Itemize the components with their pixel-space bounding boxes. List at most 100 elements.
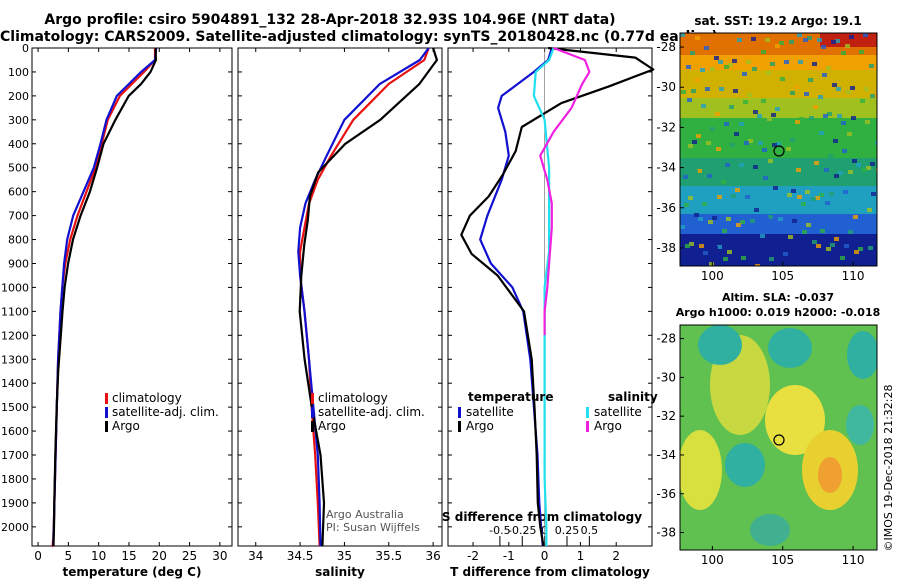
sst-speckle (848, 230, 853, 234)
sst-speckle (707, 174, 712, 178)
sst-speckle (853, 215, 858, 219)
sla-blob-4 (818, 457, 842, 493)
sst-speckle (787, 193, 792, 197)
sst-speckle (785, 114, 790, 118)
sst-speckle (755, 264, 760, 266)
sst-speckle (714, 56, 719, 60)
sst-speckle (821, 45, 826, 49)
sst-speckle (824, 168, 829, 172)
sla-axes-lat-label: -30 (656, 370, 676, 384)
legend-temperature-title: temperature (468, 390, 553, 404)
sst-speckle (812, 240, 817, 244)
depth-tick-label: 1000 (1, 281, 29, 294)
difference-series-t-argo (460, 46, 655, 547)
sst-speckle (736, 223, 741, 227)
sst-speckle (775, 44, 780, 48)
depth-tick-label: 1800 (1, 473, 29, 486)
difference-series-s-argo (539, 46, 591, 336)
sst-band-green (680, 118, 877, 158)
sla-float-marker (773, 434, 785, 446)
legend-s-label: satellite (594, 405, 642, 419)
sst-speckle (837, 114, 842, 118)
sst-speckle (717, 245, 722, 249)
sst-speckle (706, 141, 711, 145)
credit-stamp: ©IMOS 19-Dec-2018 21:32:28 (882, 385, 895, 552)
sst-speckle (872, 235, 877, 239)
sst-speckle (826, 247, 831, 251)
sst-band-navy (680, 234, 877, 266)
sst-speckle (763, 176, 768, 180)
sst-speckle (734, 132, 739, 136)
legend-t-swatch (458, 421, 461, 432)
sst-speckle (768, 215, 773, 219)
sst-speckle (729, 105, 734, 109)
sst-speckle (688, 196, 693, 200)
sst-speckle (866, 166, 871, 170)
sst-speckle (709, 262, 714, 266)
sst-speckle (780, 77, 785, 81)
sst-speckle (717, 195, 722, 199)
sst-speckle (827, 112, 832, 116)
sst-speckle (713, 246, 718, 250)
sst-speckle (703, 251, 708, 255)
sst-speckle (753, 165, 758, 169)
sst-speckle (788, 235, 793, 239)
sst-speckle (746, 60, 751, 64)
sst-speckle (754, 208, 759, 212)
sst-speckle (733, 89, 738, 93)
sst-speckle (803, 38, 808, 42)
sst-speckle (815, 196, 820, 200)
sst-speckle (875, 141, 877, 145)
salinity-xtick-label: 35.5 (375, 549, 402, 563)
sst-speckle (870, 162, 875, 166)
salinity-legend-swatch (311, 421, 314, 432)
salinity-series-argo (298, 47, 438, 547)
sst-speckle (719, 87, 724, 91)
sst-speckle (738, 65, 743, 69)
sst-speckle (688, 144, 693, 148)
sst-speckle (828, 154, 833, 158)
temperature-xtick-label: 30 (212, 549, 227, 563)
sst-speckle (834, 174, 839, 178)
sst-speckle (762, 148, 767, 152)
sst-speckle (684, 203, 689, 207)
sst-speckle (695, 78, 700, 82)
sst-speckle (840, 256, 845, 260)
temperature-xlabel: temperature (deg C) (63, 565, 202, 579)
salinity-series-satellite-adj-clim- (297, 47, 430, 547)
sst-speckle (843, 190, 848, 194)
sla-axes-lat-label: -34 (656, 448, 676, 462)
sst-speckle (698, 217, 703, 221)
sst-speckle (702, 153, 707, 157)
sst-speckle (860, 99, 865, 103)
sst-speckle (721, 180, 726, 184)
temperature-xtick-label: 20 (152, 549, 167, 563)
sst-speckle (817, 38, 822, 42)
depth-tick-label: 1700 (1, 449, 29, 462)
sst-speckle (834, 237, 839, 241)
sst-speckle (693, 170, 698, 174)
sst-speckle (745, 195, 750, 199)
sla-blob-8 (847, 331, 877, 379)
salinity-legend-label: climatology (318, 391, 388, 405)
sst-speckle (705, 87, 710, 91)
sst-speckle (696, 134, 701, 138)
sst-speckle (864, 87, 869, 91)
sst-speckle (791, 189, 796, 193)
sst-speckle (873, 58, 877, 62)
sst-axes-lat-label: -28 (656, 40, 676, 54)
sst-speckle (848, 170, 853, 174)
sst-speckle (752, 67, 757, 71)
legend-salinity-title: salinity (608, 390, 658, 404)
temperature-legend-swatch (105, 407, 108, 418)
sla-axes-lat-label: -36 (656, 487, 676, 501)
sla-frame (679, 324, 878, 551)
sst-speckle (697, 169, 702, 173)
sst-speckle (708, 220, 713, 224)
sst-speckle (716, 147, 721, 151)
sst-speckle (832, 83, 837, 87)
sst-speckle (868, 246, 873, 250)
sst-speckle (833, 139, 838, 143)
sst-speckle (761, 50, 766, 54)
sst-speckle (748, 139, 753, 143)
